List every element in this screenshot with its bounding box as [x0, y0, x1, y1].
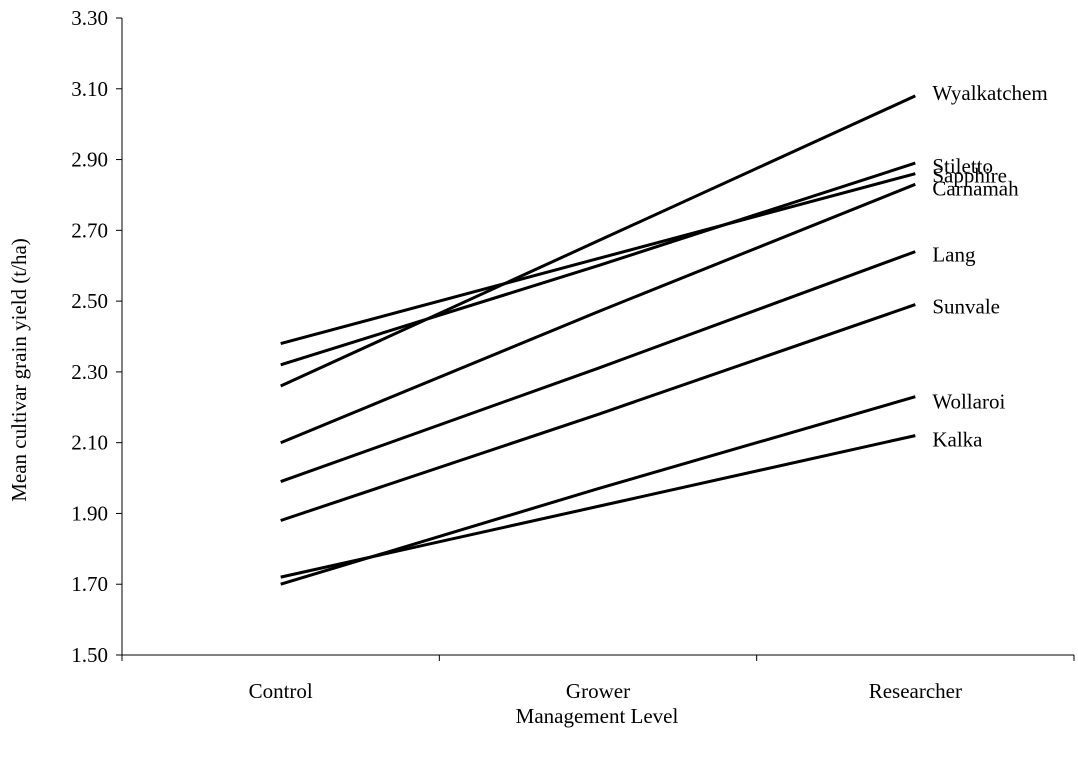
- series-line: [280, 434, 916, 579]
- series-line: [280, 94, 916, 388]
- series-line: [280, 182, 916, 445]
- y-tick-label: 3.30: [71, 6, 108, 30]
- series-line: [280, 161, 916, 367]
- series-label: Wollaroi: [932, 390, 1005, 414]
- series-label: Lang: [932, 243, 976, 267]
- y-tick-label: 2.50: [71, 289, 108, 313]
- y-tick-label: 3.10: [71, 77, 108, 101]
- series-label: Wyalkatchem: [932, 81, 1047, 105]
- series-label: Sapphire: [932, 164, 1007, 188]
- y-tick-label: 1.70: [71, 572, 108, 596]
- y-tick-labels: 1.50 1.70 1.90 2.10 2.30 2.50 2.70 2.90 3.10 3.30: [71, 6, 108, 667]
- x-axis-title: Management Level: [516, 704, 679, 728]
- series-label: Kalka: [932, 428, 983, 452]
- y-tick-label: 2.30: [71, 360, 108, 384]
- x-tick-labels: Control Grower Researcher: [249, 679, 962, 703]
- axes: [116, 17, 1075, 661]
- series-lines: [280, 94, 916, 586]
- series-line: [280, 303, 916, 522]
- y-tick-label: 2.70: [71, 218, 108, 242]
- series-line: [280, 172, 916, 346]
- series-line: [280, 250, 916, 484]
- series-label: Sunvale: [932, 295, 1000, 319]
- x-tick-label: Researcher: [869, 679, 962, 703]
- y-tick-label: 1.50: [71, 643, 108, 667]
- x-tick-label: Grower: [566, 679, 630, 703]
- y-tick-label: 1.90: [71, 501, 108, 525]
- x-tick-label: Control: [249, 679, 313, 703]
- series-label: Carnamah: [932, 176, 1019, 200]
- y-tick-label: 2.90: [71, 148, 108, 172]
- y-tick-label: 2.10: [71, 431, 108, 455]
- series-label: Stiletto: [932, 154, 993, 178]
- y-axis-title: Mean cultivar grain yield (t/ha): [7, 238, 31, 502]
